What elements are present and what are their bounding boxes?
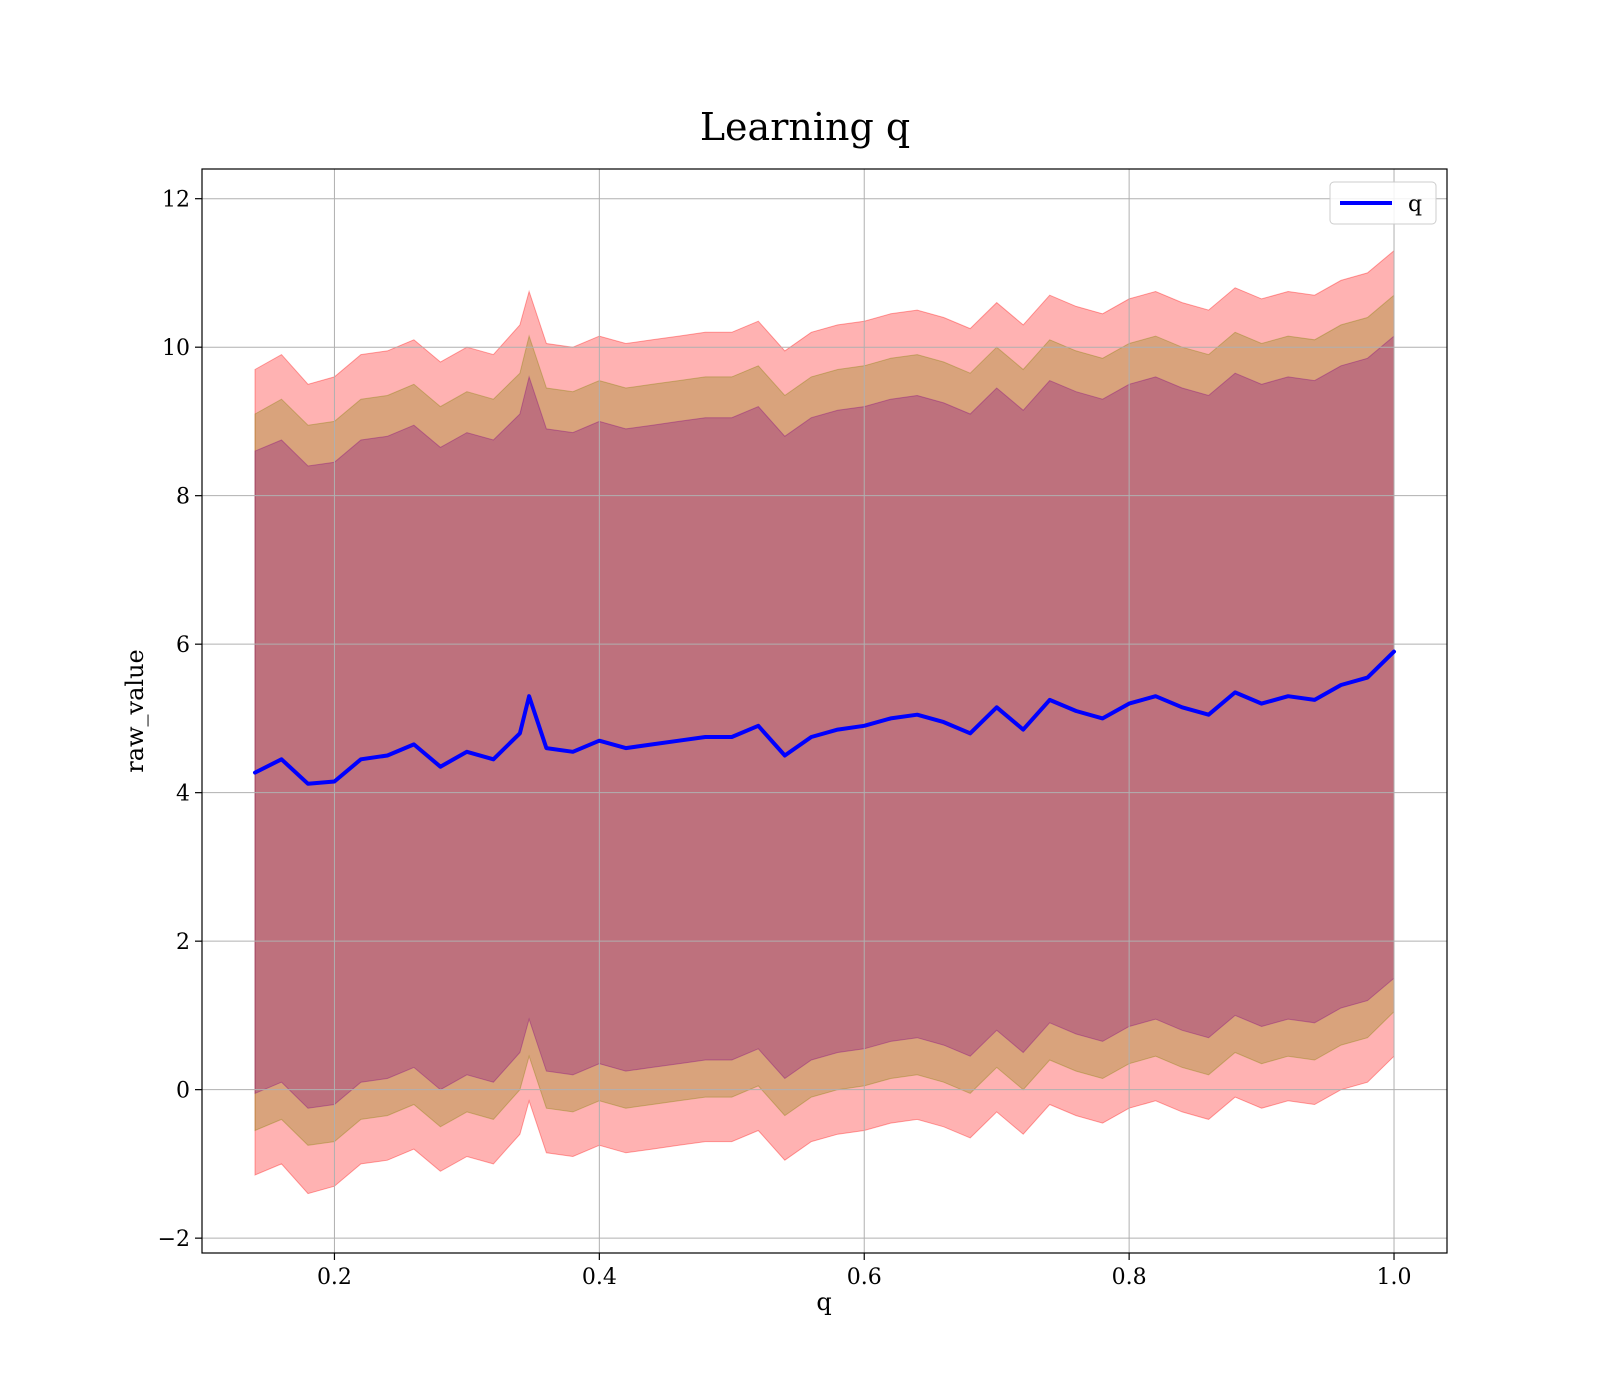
y-ticks: −2 0 2 4 6 8 10 12 [158, 188, 202, 1252]
y-tick-label-7: 12 [162, 188, 190, 213]
series-line-0 [253, 649, 1396, 786]
y-tick-label-5: 8 [176, 485, 190, 510]
x-tick-label-1: 0.4 [582, 1265, 617, 1290]
y-tick-label-0: −2 [158, 1227, 190, 1252]
x-tick-label-2: 0.6 [847, 1265, 882, 1290]
series-lines [253, 649, 1396, 786]
band-2 [254, 335, 1395, 1109]
x-tick-label-3: 0.8 [1112, 1265, 1147, 1290]
x-ticks: 0.2 0.4 0.6 0.8 1.0 [317, 1253, 1412, 1290]
legend: q [1329, 181, 1437, 225]
plot-frame [201, 168, 1448, 1254]
confidence-bands [254, 249, 1395, 1195]
chart-title: Learning q [700, 105, 910, 149]
x-tick-label-0: 0.2 [317, 1265, 352, 1290]
x-axis-label: q [816, 1288, 831, 1316]
legend-label-q: q [1408, 192, 1422, 217]
x-tick-label-4: 1.0 [1377, 1265, 1412, 1290]
y-tick-label-2: 2 [176, 930, 190, 955]
y-tick-label-3: 4 [176, 782, 190, 807]
y-axis-label: raw_value [121, 649, 149, 773]
y-tick-label-4: 6 [176, 633, 190, 658]
y-tick-label-6: 10 [162, 336, 190, 361]
grid-lines [202, 169, 1447, 1253]
y-tick-label-1: 0 [176, 1079, 190, 1104]
